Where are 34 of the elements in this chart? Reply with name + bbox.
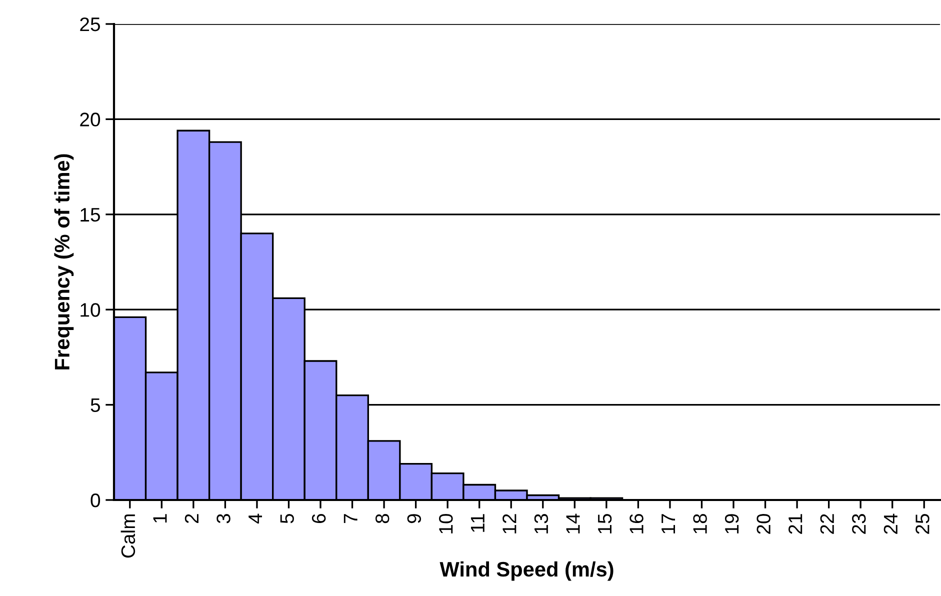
x-tick-label: 20	[756, 514, 770, 534]
x-tick-label: 14	[566, 514, 580, 534]
y-tick-label: 10	[80, 303, 100, 317]
x-tick-label: 2	[184, 514, 198, 524]
x-tick-label: Calm	[120, 514, 136, 558]
x-tick-label: 1	[153, 514, 167, 523]
x-tick-label: 5	[280, 514, 294, 524]
x-tick-label: 18	[693, 514, 707, 534]
x-tick-label: 3	[216, 514, 230, 524]
x-tick-label: 12	[502, 514, 516, 534]
y-tick-label: 5	[90, 398, 100, 412]
x-tick-label: 9	[407, 514, 422, 524]
x-tick-label: 16	[630, 514, 644, 534]
x-tick-label: 7	[344, 514, 358, 524]
x-tick-label: 17	[662, 514, 675, 534]
x-tick-label: 13	[534, 514, 548, 534]
x-tick-label: 11	[470, 514, 484, 532]
y-tick-label: 0	[90, 493, 100, 508]
x-tick-label: 19	[724, 514, 739, 534]
x-tick-label: 4	[248, 514, 262, 524]
x-tick-label: 25	[916, 514, 930, 534]
y-axis-title: Frequency (% of time)	[54, 154, 74, 370]
x-tick-label: 10	[439, 514, 453, 534]
y-tick-label: 25	[80, 17, 100, 32]
y-tick-label: 15	[80, 208, 100, 222]
x-tick-label: 15	[598, 514, 612, 534]
x-tick-label: 22	[820, 514, 834, 534]
x-tick-label: 8	[375, 514, 390, 524]
y-tick-label: 20	[80, 112, 100, 126]
x-axis-title: Wind Speed (m/s)	[440, 561, 614, 581]
x-tick-label: 21	[788, 514, 802, 534]
x-tick-label: 23	[852, 514, 866, 534]
x-tick-label: 6	[312, 514, 326, 524]
x-tick-label: 24	[884, 514, 898, 534]
